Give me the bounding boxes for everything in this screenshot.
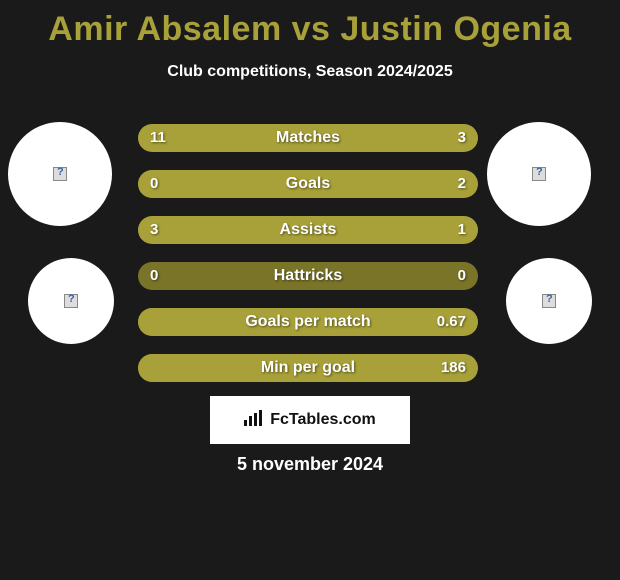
image-placeholder-icon [542,294,556,308]
image-placeholder-icon [64,294,78,308]
badge-text: FcTables.com [270,411,376,429]
stat-value-right: 2 [458,170,466,198]
stat-row: 0Goals2 [138,170,478,198]
stat-label: Matches [138,124,478,152]
avatar-player2-top [487,122,591,226]
stat-row: Min per goal186 [138,354,478,382]
chart-icon [244,410,264,431]
stat-row: 0Hattricks0 [138,262,478,290]
stat-row: 3Assists1 [138,216,478,244]
date-text: 5 november 2024 [0,454,620,475]
source-badge: FcTables.com [210,396,410,444]
stat-row: Goals per match0.67 [138,308,478,336]
stat-value-right: 3 [458,124,466,152]
stat-row: 11Matches3 [138,124,478,152]
stat-label: Goals [138,170,478,198]
subtitle: Club competitions, Season 2024/2025 [0,63,620,81]
avatar-player1-bottom [28,258,114,344]
stat-value-right: 0.67 [437,308,466,336]
stat-label: Min per goal [138,354,478,382]
image-placeholder-icon [53,167,67,181]
avatar-player1-top [8,122,112,226]
stat-label: Hattricks [138,262,478,290]
stat-value-right: 186 [441,354,466,382]
stats-bars: 11Matches30Goals23Assists10Hattricks0Goa… [138,124,478,400]
avatar-player2-bottom [506,258,592,344]
stat-label: Assists [138,216,478,244]
page-title: Amir Absalem vs Justin Ogenia [0,0,620,49]
stat-value-right: 1 [458,216,466,244]
image-placeholder-icon [532,167,546,181]
stat-value-right: 0 [458,262,466,290]
stat-label: Goals per match [138,308,478,336]
